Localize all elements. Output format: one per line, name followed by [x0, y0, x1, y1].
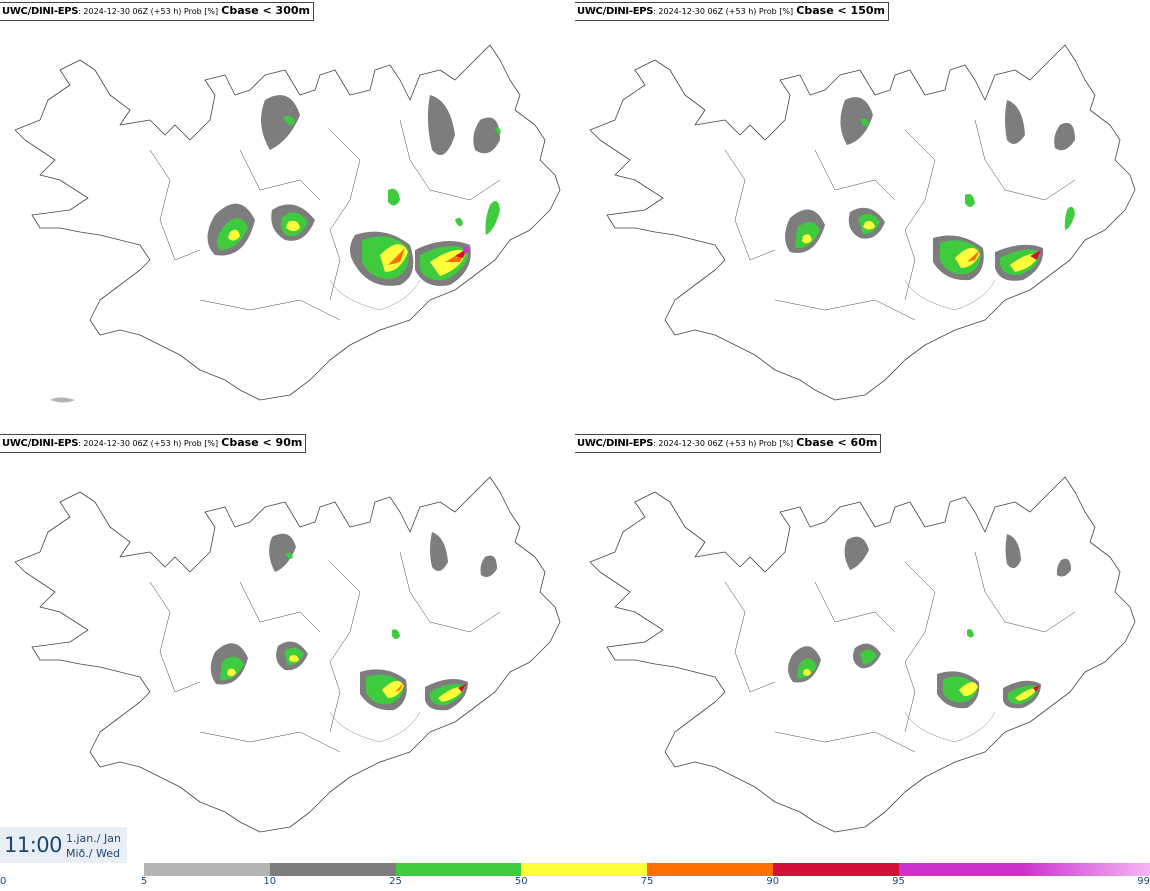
probability-shading	[785, 97, 1075, 281]
valid-time-date: 1.jan./ Jan Mið./ Wed	[66, 832, 121, 860]
color-scale-tick-label: 10	[263, 876, 277, 887]
map-panel-cbase-60m: UWC/DINI-EPS: 2024-12-30 06Z (+53 h) Pro…	[575, 432, 1150, 864]
color-scale-tick-label: 0	[0, 876, 7, 887]
color-scale-tick-label: 25	[389, 876, 402, 887]
panel-title: UWC/DINI-EPS: 2024-12-30 06Z (+53 h) Pro…	[575, 2, 889, 21]
color-scale-segment	[898, 863, 1025, 876]
map-panel-cbase-300m: UWC/DINI-EPS: 2024-12-30 06Z (+53 h) Pro…	[0, 0, 575, 432]
map-panel-cbase-90m: UWC/DINI-EPS: 2024-12-30 06Z (+53 h) Pro…	[0, 432, 575, 864]
color-scale-tick-label: 5	[140, 876, 148, 887]
valid-time-clock: 11:00	[4, 833, 63, 857]
panel-title: UWC/DINI-EPS: 2024-12-30 06Z (+53 h) Pro…	[0, 434, 307, 453]
color-scale-segment	[521, 863, 647, 876]
panel-title: UWC/DINI-EPS: 2024-12-30 06Z (+53 h) Pro…	[0, 2, 314, 21]
color-scale-segment	[647, 863, 773, 876]
color-scale-segment	[772, 863, 899, 876]
color-scale-tick-label: 90	[766, 876, 780, 887]
color-scale-segment	[269, 863, 396, 876]
panel-title: UWC/DINI-EPS: 2024-12-30 06Z (+53 h) Pro…	[575, 434, 882, 453]
probability-shading	[50, 95, 501, 403]
color-scale-tick-label: 75	[640, 876, 654, 887]
color-scale-tick-label: 95	[892, 876, 905, 887]
color-scale-tick-label: 50	[514, 876, 528, 887]
color-scale-segment	[395, 863, 522, 876]
iceland-map	[589, 476, 1136, 833]
valid-time-box: 11:00 1.jan./ Jan Mið./ Wed	[0, 827, 127, 863]
color-scale-tick-label: 99	[1137, 876, 1150, 887]
iceland-map	[14, 476, 561, 833]
probability-shading	[210, 532, 497, 711]
color-scale-bar	[144, 863, 1150, 876]
color-scale-segment	[144, 863, 270, 876]
color-scale-segment	[1024, 863, 1150, 876]
iceland-map	[589, 44, 1136, 401]
probability-shading	[788, 534, 1071, 709]
map-panel-cbase-150m: UWC/DINI-EPS: 2024-12-30 06Z (+53 h) Pro…	[575, 0, 1150, 432]
iceland-map	[14, 44, 561, 403]
color-scale-ticks: 0 5 10 25 50 75 90 95 99	[0, 876, 1150, 891]
